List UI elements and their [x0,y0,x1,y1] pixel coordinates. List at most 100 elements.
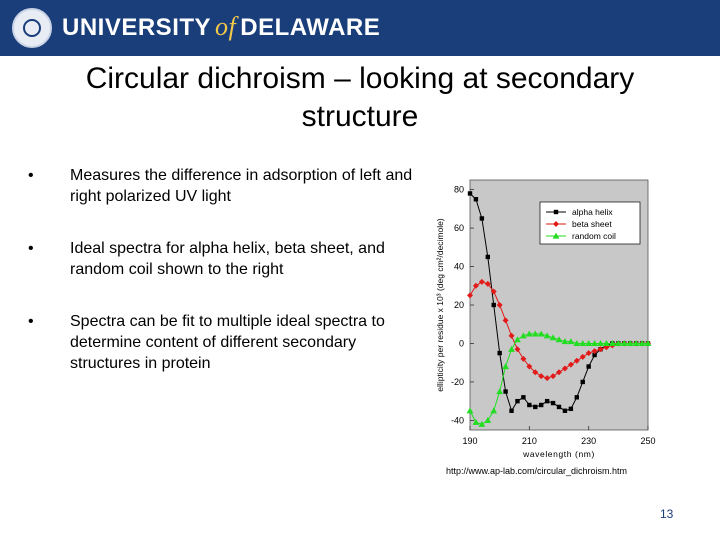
beta-sheet-point [508,332,515,339]
page-number: 13 [660,507,674,521]
beta-sheet-point [567,361,574,368]
alpha-helix-point [556,404,562,410]
bullet-list: Measures the difference in adsorption of… [28,165,413,405]
alpha-helix-point [521,395,526,400]
legend-entry-beta-sheet: beta sheet [572,219,612,229]
beta-sheet-point [556,369,562,376]
x-tick-label: 230 [581,436,596,446]
random-coil-point [484,416,492,423]
random-coil-point [644,340,652,347]
alpha-helix-point [467,191,473,196]
alpha-helix-point [562,408,568,413]
brand-university: UNIVERSITY [62,14,212,41]
x-tick-label: 210 [522,436,537,446]
random-coil-point [525,330,533,337]
random-coil-point [591,340,598,347]
bullet-item: Ideal spectra for alpha helix, beta shee… [28,238,413,280]
alpha-helix-point [515,398,520,404]
alpha-helix-point [473,197,479,202]
beta-sheet-point [484,280,491,287]
random-coil-point [520,332,527,339]
random-coil-point [472,418,480,425]
beta-sheet-point [472,282,479,289]
random-coil-point [496,388,504,395]
random-coil-point [531,330,539,337]
y-tick-label: 80 [454,185,464,195]
alpha-helix-point [527,402,532,408]
beta-sheet-point [538,373,545,380]
beta-sheet-point [561,365,568,372]
random-coil-point [609,340,616,347]
beta-sheet-point [544,375,551,382]
random-coil-point [466,407,474,414]
random-coil-point [561,338,569,345]
beta-sheet-point [496,302,503,308]
random-coil-point [537,330,545,337]
random-coil-point [603,340,610,347]
y-tick-label: 20 [454,300,464,310]
random-coil-point [543,332,551,339]
alpha-helix-point [574,395,579,400]
slide-title: Circular dichroism – looking at secondar… [85,62,635,133]
beta-sheet-point [532,369,539,376]
random-coil-point [567,338,575,345]
beta-sheet-point [490,288,497,295]
beta-sheet-point [514,346,521,353]
legend-swatch-marker [552,232,560,239]
random-coil-point [626,340,634,347]
alpha-helix-point [586,364,591,369]
beta-sheet-point [597,346,604,353]
beta-sheet-point [478,278,485,285]
alpha-helix-point [485,254,490,260]
random-coil-point [632,340,640,347]
y-tick-label: 60 [454,223,464,233]
y-tick-label: -20 [451,377,464,387]
random-coil-point [614,340,622,347]
x-tick-label: 190 [462,436,477,446]
beta-sheet-point [591,348,598,355]
legend-swatch-marker [553,221,559,227]
random-coil-point [555,336,563,343]
y-tick-label: -40 [451,415,464,425]
random-coil-point [597,340,604,347]
x-axis-label: wavelength (nm) [522,449,595,459]
brand-delaware: DELAWARE [240,14,381,41]
random-coil-point [638,340,646,347]
y-tick-label: 0 [459,338,464,348]
beta-sheet-point [579,353,586,360]
alpha-helix-point [533,404,538,410]
alpha-helix-point [592,352,597,358]
random-coil-point [585,340,593,347]
random-coil-point [620,340,628,347]
alpha-helix-point [580,379,585,385]
alpha-helix-point [568,406,574,412]
source-citation: http://www.ap-lab.com/circular_dichroism… [446,466,628,476]
beta-sheet-point [467,292,473,299]
y-tick-label: 40 [454,262,464,272]
beta-sheet-point [526,363,533,370]
legend-entry-alpha-helix: alpha helix [572,207,613,217]
brand-of: of [215,12,237,41]
alpha-helix-point [544,398,550,404]
alpha-helix-point [479,216,485,221]
bullet-item: Measures the difference in adsorption of… [28,165,413,207]
random-coil-point [478,420,486,427]
university-wordmark: UNIVERSITY of DELAWARE [62,12,380,42]
beta-sheet-point [573,357,580,364]
alpha-helix-point [497,350,502,356]
random-coil-point [514,336,521,343]
cd-spectra-chart: -40 -20 0 20 40 60 80 190 210 230 250 wavelength (n… [435,179,656,459]
alpha-helix-point [509,408,514,413]
beta-sheet-point [585,350,592,357]
alpha-helix-point [550,400,556,406]
beta-sheet-point [550,373,557,380]
university-seal-icon [12,8,52,48]
random-coil-point [549,334,557,341]
alpha-helix-point [503,389,508,394]
y-axis-label: ellipticity per residue x 10³ (deg cm²/d… [435,218,445,392]
legend-swatch-marker [553,209,559,215]
beta-sheet-point [502,317,509,324]
x-tick-label: 250 [640,436,655,446]
random-coil-point [579,340,587,347]
random-coil-point [502,363,509,370]
